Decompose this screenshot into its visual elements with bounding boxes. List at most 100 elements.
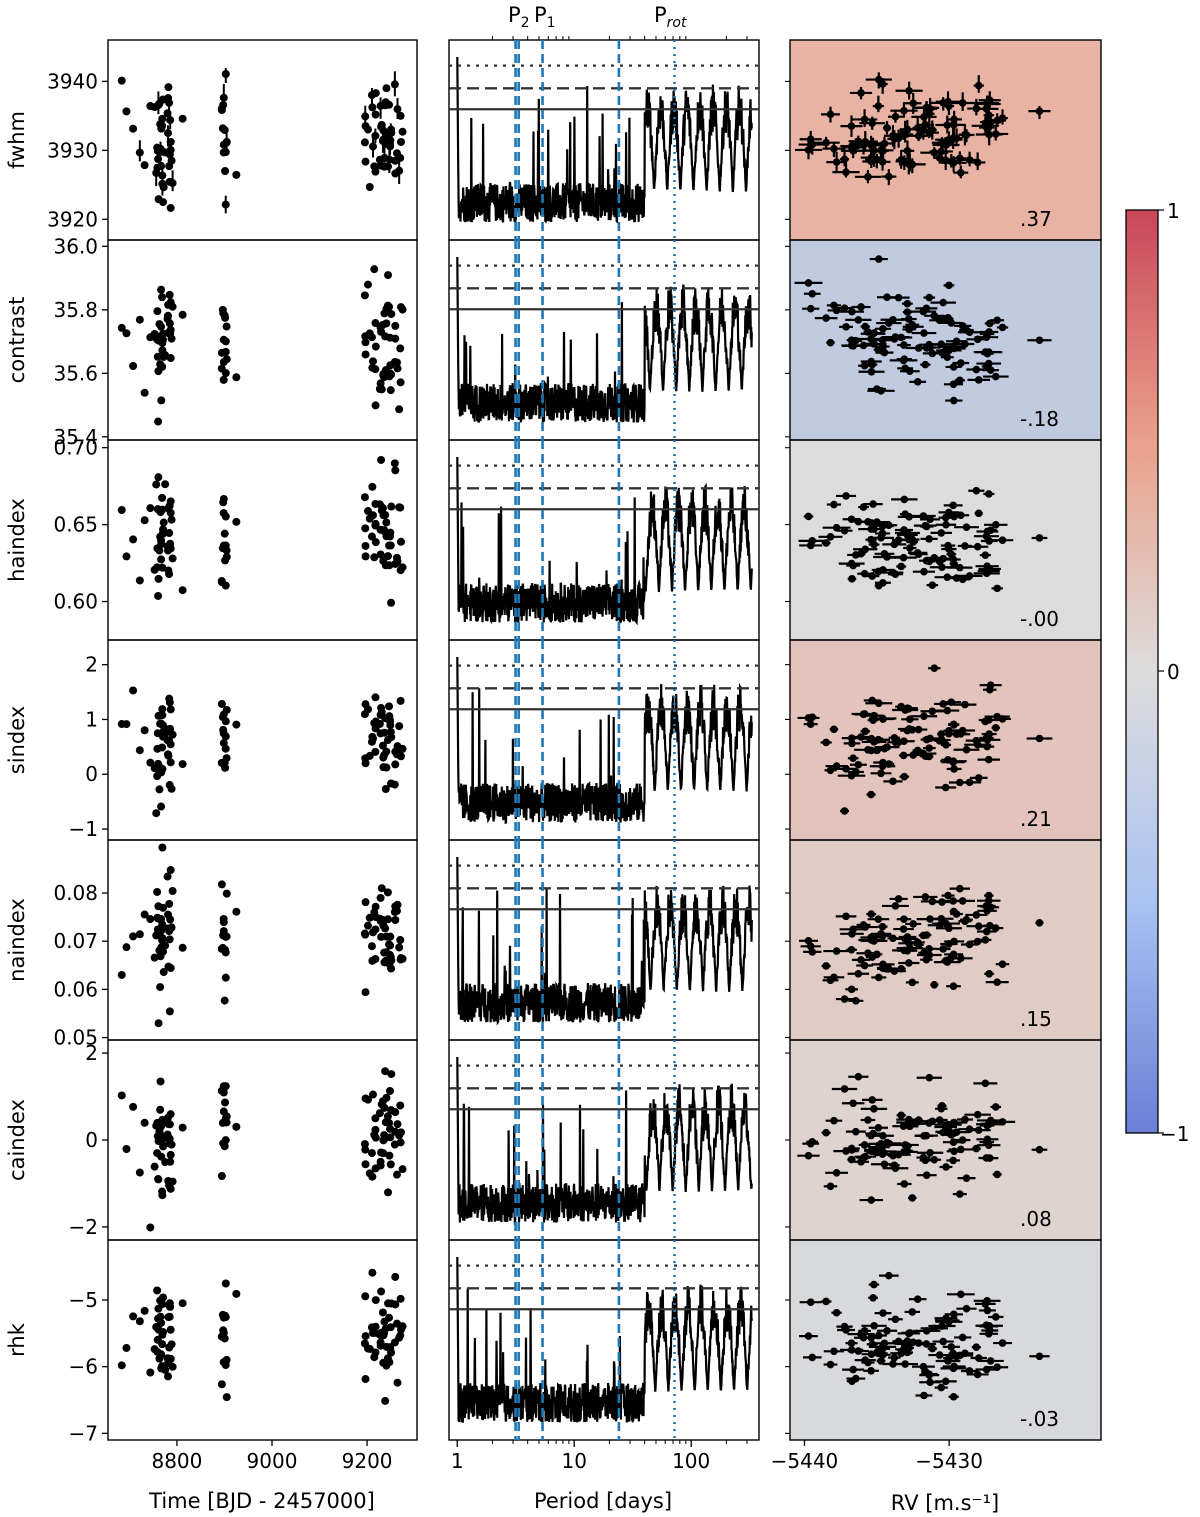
time-point <box>363 507 372 516</box>
time-point <box>166 740 175 749</box>
time-point <box>164 751 173 760</box>
time-point <box>140 1306 149 1315</box>
scatter-point <box>922 522 931 531</box>
time-point <box>383 736 392 745</box>
time-point <box>391 1127 400 1136</box>
time-point <box>122 107 131 116</box>
time-point <box>221 200 230 209</box>
time-point <box>222 889 231 898</box>
time-point <box>153 744 162 753</box>
time-point <box>387 1070 396 1079</box>
time-point <box>164 910 173 919</box>
time-point <box>370 265 379 274</box>
scatter-point <box>849 1099 857 1108</box>
time-point <box>167 1340 176 1349</box>
scatter-point <box>956 376 964 385</box>
scatter-point <box>1035 107 1044 115</box>
scatter-point <box>991 372 1000 381</box>
scatter-point <box>942 520 950 529</box>
scatter-point <box>860 361 869 370</box>
time-point <box>158 346 167 355</box>
scatter-point <box>822 539 830 547</box>
time-point <box>166 1325 175 1334</box>
scatter-point <box>894 293 903 302</box>
scatter-point <box>847 1155 856 1164</box>
scatter-point <box>861 545 870 554</box>
time-point <box>371 1296 380 1305</box>
scatter-point <box>945 940 953 948</box>
scatter-point <box>860 1141 869 1149</box>
time-point <box>367 91 376 100</box>
time-point <box>220 1142 229 1151</box>
scatter-point <box>928 707 937 716</box>
time-point <box>117 506 126 515</box>
time-point <box>117 76 126 85</box>
corr-label-naindex: .15 <box>1020 1007 1052 1031</box>
scatter-point <box>958 1333 967 1342</box>
time-point <box>166 758 175 767</box>
periodogram-rhk <box>456 1256 753 1423</box>
time-point <box>398 954 407 963</box>
time-point <box>393 105 402 114</box>
scatter-point <box>930 664 939 673</box>
scatter-point <box>867 1196 876 1204</box>
time-point <box>379 511 388 520</box>
scatter-point <box>852 768 860 776</box>
scatter-point <box>962 1304 971 1313</box>
scatter-point <box>974 1354 983 1362</box>
scatter-point <box>981 1300 990 1308</box>
scatter-point <box>981 1079 990 1088</box>
ylabel-naindex: naindex <box>5 898 29 982</box>
time-point <box>129 535 138 544</box>
scatter-point <box>822 962 830 970</box>
scatter-point <box>903 308 912 316</box>
period-xtick-label: 10 <box>561 1449 586 1473</box>
time-point <box>219 93 228 102</box>
periodogram-fwhm <box>456 56 753 225</box>
scatter-point <box>972 1144 981 1153</box>
time-panel-frame-fwhm <box>107 39 418 241</box>
time-point <box>391 466 400 475</box>
time-point <box>376 893 385 902</box>
scatter-point <box>938 563 946 572</box>
scatter-point <box>852 141 860 150</box>
scatter-point <box>922 1327 931 1335</box>
time-point <box>166 1302 175 1311</box>
scatter-point <box>885 760 893 768</box>
time-point <box>146 758 155 767</box>
scatter-point <box>919 749 928 758</box>
time-point <box>135 930 144 939</box>
scatter-point <box>880 1339 889 1348</box>
scatter-point <box>982 1154 991 1162</box>
scatter-point <box>891 738 900 747</box>
scatter-point <box>874 699 883 708</box>
time-point <box>217 880 226 889</box>
time-point <box>166 508 175 517</box>
scatter-point <box>935 1351 944 1359</box>
scatter-point <box>854 517 863 526</box>
scatter-point <box>920 567 928 576</box>
time-point <box>146 1223 155 1232</box>
scatter-point <box>822 1128 830 1137</box>
time-point <box>396 1101 405 1110</box>
scatter-point <box>956 884 964 893</box>
time-point <box>220 529 229 538</box>
time-point <box>217 364 226 373</box>
scatter-point <box>925 1371 934 1379</box>
scatter-point <box>885 319 893 327</box>
time-point <box>166 146 175 155</box>
scatter-point <box>878 1150 887 1158</box>
time-point <box>166 539 175 548</box>
time-point <box>368 1090 377 1099</box>
time-point <box>382 304 391 313</box>
time-point <box>379 1331 388 1340</box>
time-point <box>384 552 393 561</box>
time-point <box>387 370 396 379</box>
scatter-point <box>900 772 909 781</box>
time-point <box>159 1362 168 1371</box>
time-point <box>166 924 175 933</box>
scatter-point <box>974 1126 983 1134</box>
scatter-point <box>930 980 939 989</box>
time-point <box>398 1165 407 1174</box>
ytick-label-fwhm: 3930 <box>47 138 98 162</box>
